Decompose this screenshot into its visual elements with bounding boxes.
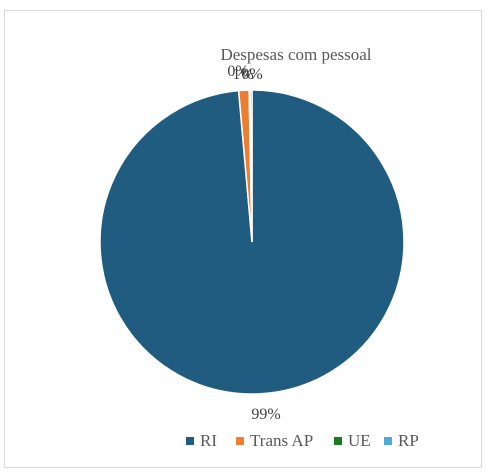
legend-swatch-rp	[384, 437, 392, 445]
chart-title: Despesas com pessoal	[220, 45, 371, 64]
legend-label-ri: RI	[200, 431, 217, 450]
legend-label-rp: RP	[398, 431, 419, 450]
data-label-rp: 0%	[241, 66, 262, 83]
legend-label-trans-ap: Trans AP	[250, 431, 313, 450]
legend-item-ri: RI	[186, 431, 217, 450]
legend-item-rp: RP	[384, 431, 419, 450]
pie-slices	[99, 89, 405, 395]
legend-item-ue: UE	[334, 431, 371, 450]
legend-swatch-ue	[334, 437, 342, 445]
legend-swatch-trans-ap	[236, 437, 244, 445]
data-labels: 99% 1%0%0%	[227, 63, 280, 423]
legend: RI Trans AP UE RP	[186, 431, 419, 450]
data-label-trans-ap: 1%	[232, 66, 253, 83]
legend-item-trans-ap: Trans AP	[236, 431, 313, 450]
data-label-ue: 0%	[227, 63, 248, 80]
data-label-ri: 99%	[251, 406, 280, 423]
legend-label-ue: UE	[348, 431, 371, 450]
pie-slice-rp	[249, 89, 253, 243]
legend-swatch-ri	[186, 437, 194, 445]
